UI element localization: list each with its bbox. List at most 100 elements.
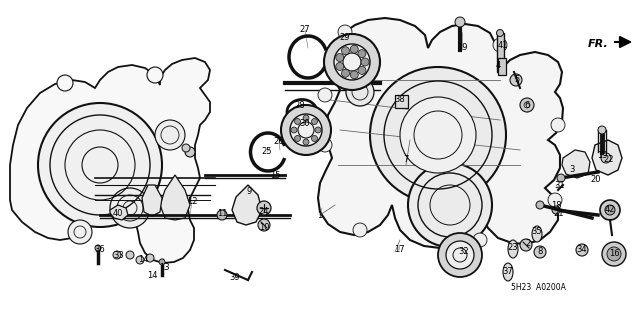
Polygon shape bbox=[110, 205, 128, 220]
Text: 1: 1 bbox=[317, 211, 323, 219]
Circle shape bbox=[400, 97, 476, 173]
Text: 10: 10 bbox=[259, 224, 269, 233]
Ellipse shape bbox=[503, 263, 513, 281]
Circle shape bbox=[159, 259, 165, 265]
Circle shape bbox=[57, 75, 73, 91]
Circle shape bbox=[408, 163, 492, 247]
Circle shape bbox=[258, 219, 270, 231]
Circle shape bbox=[294, 119, 301, 124]
Circle shape bbox=[182, 144, 190, 152]
Text: 33: 33 bbox=[114, 251, 124, 261]
Circle shape bbox=[493, 38, 507, 52]
Text: 29: 29 bbox=[340, 33, 350, 42]
Circle shape bbox=[551, 118, 565, 132]
Circle shape bbox=[336, 63, 344, 70]
Text: 19: 19 bbox=[596, 151, 607, 160]
Circle shape bbox=[318, 138, 332, 152]
Circle shape bbox=[602, 242, 626, 266]
Circle shape bbox=[147, 67, 163, 83]
Circle shape bbox=[155, 120, 185, 150]
Circle shape bbox=[600, 200, 620, 220]
Circle shape bbox=[346, 78, 374, 106]
Circle shape bbox=[455, 17, 465, 27]
Text: 36: 36 bbox=[95, 246, 106, 255]
Text: 22: 22 bbox=[604, 155, 614, 165]
Circle shape bbox=[68, 220, 92, 244]
Circle shape bbox=[536, 201, 544, 209]
Circle shape bbox=[342, 47, 349, 55]
Text: 5: 5 bbox=[515, 76, 520, 85]
Ellipse shape bbox=[508, 240, 518, 258]
Text: 16: 16 bbox=[609, 249, 620, 258]
Ellipse shape bbox=[532, 226, 542, 242]
Text: 40: 40 bbox=[113, 209, 124, 218]
Text: FR.: FR. bbox=[588, 39, 609, 49]
Circle shape bbox=[473, 233, 487, 247]
Circle shape bbox=[520, 239, 532, 251]
Text: 3: 3 bbox=[570, 166, 575, 174]
Circle shape bbox=[605, 205, 615, 215]
Circle shape bbox=[510, 74, 522, 86]
Text: 23: 23 bbox=[508, 243, 518, 253]
Text: 27: 27 bbox=[300, 26, 310, 34]
Circle shape bbox=[291, 127, 297, 133]
Circle shape bbox=[336, 54, 344, 62]
Circle shape bbox=[38, 103, 162, 227]
Circle shape bbox=[334, 44, 370, 80]
Text: 13: 13 bbox=[159, 263, 170, 271]
Circle shape bbox=[136, 256, 144, 264]
Circle shape bbox=[95, 245, 101, 251]
Text: 21: 21 bbox=[554, 209, 564, 218]
Circle shape bbox=[303, 139, 309, 145]
Text: 37: 37 bbox=[502, 268, 513, 277]
Circle shape bbox=[185, 147, 195, 157]
Circle shape bbox=[353, 223, 367, 237]
Text: 28: 28 bbox=[294, 100, 305, 109]
Circle shape bbox=[534, 246, 546, 258]
Circle shape bbox=[338, 25, 352, 39]
Circle shape bbox=[342, 69, 349, 77]
Circle shape bbox=[548, 193, 562, 207]
Circle shape bbox=[146, 254, 154, 262]
Circle shape bbox=[361, 58, 369, 66]
Circle shape bbox=[601, 153, 611, 163]
Text: 24: 24 bbox=[259, 207, 269, 217]
Text: 9: 9 bbox=[246, 187, 252, 196]
Text: 6: 6 bbox=[524, 100, 530, 109]
Circle shape bbox=[552, 206, 560, 214]
Polygon shape bbox=[142, 185, 162, 216]
Polygon shape bbox=[498, 58, 506, 75]
Text: 20: 20 bbox=[591, 174, 601, 183]
Circle shape bbox=[576, 244, 588, 256]
Circle shape bbox=[281, 105, 331, 155]
Text: 41: 41 bbox=[498, 41, 508, 49]
Circle shape bbox=[370, 67, 506, 203]
Text: 14: 14 bbox=[138, 256, 148, 264]
Circle shape bbox=[438, 233, 482, 277]
Polygon shape bbox=[318, 18, 563, 248]
Circle shape bbox=[303, 115, 309, 121]
Circle shape bbox=[598, 126, 606, 134]
Text: 38: 38 bbox=[395, 95, 405, 105]
Circle shape bbox=[290, 114, 322, 146]
Text: 14: 14 bbox=[147, 271, 157, 279]
Circle shape bbox=[520, 98, 534, 112]
Circle shape bbox=[607, 247, 621, 261]
Text: 18: 18 bbox=[550, 201, 561, 210]
Circle shape bbox=[557, 174, 565, 182]
Text: 2: 2 bbox=[525, 240, 531, 249]
Circle shape bbox=[312, 119, 317, 124]
Circle shape bbox=[324, 34, 380, 90]
Circle shape bbox=[315, 127, 321, 133]
Circle shape bbox=[350, 45, 358, 53]
Text: 30: 30 bbox=[300, 118, 310, 128]
Circle shape bbox=[497, 29, 504, 36]
Polygon shape bbox=[592, 140, 622, 175]
Circle shape bbox=[318, 88, 332, 102]
Polygon shape bbox=[562, 150, 590, 178]
Circle shape bbox=[312, 136, 317, 142]
Text: 42: 42 bbox=[605, 205, 615, 214]
Polygon shape bbox=[395, 95, 408, 108]
Polygon shape bbox=[497, 33, 504, 72]
Text: 35: 35 bbox=[532, 227, 542, 236]
